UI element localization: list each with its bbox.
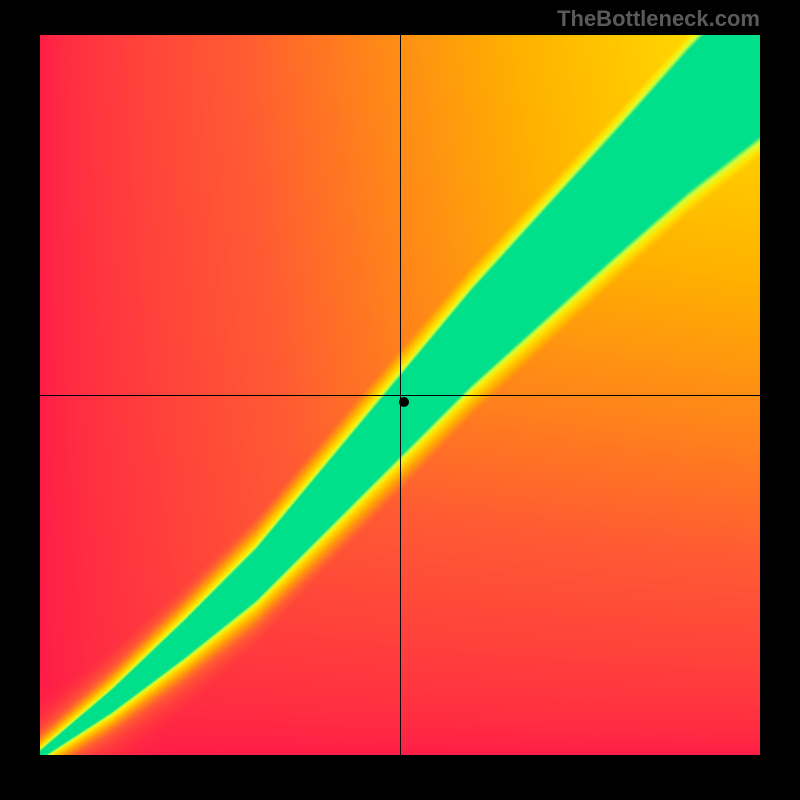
crosshair-horizontal: [40, 395, 760, 396]
watermark-text: TheBottleneck.com: [557, 6, 760, 32]
marker-point: [399, 397, 409, 407]
chart-container: TheBottleneck.com: [0, 0, 800, 800]
